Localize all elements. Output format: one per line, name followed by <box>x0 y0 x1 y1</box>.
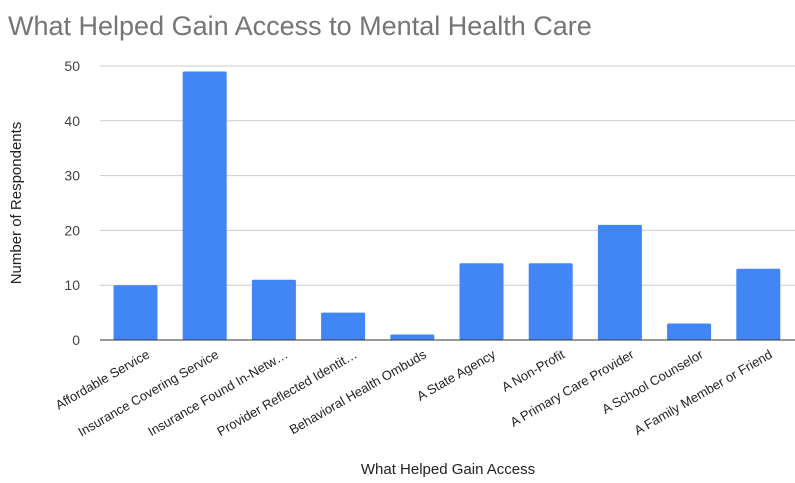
chart-title: What Helped Gain Access to Mental Health… <box>8 11 592 41</box>
y-tick-label: 40 <box>64 113 80 129</box>
bar <box>736 268 781 340</box>
x-axis-title: What Helped Gain Access <box>361 461 535 478</box>
bar <box>667 323 712 340</box>
y-tick-label: 30 <box>64 168 80 184</box>
bar <box>459 263 504 340</box>
y-axis-ticks: 0 10 20 30 40 50 <box>64 58 80 348</box>
bar <box>390 334 435 340</box>
x-category-label: A Primary Care Provider <box>508 346 637 429</box>
bar <box>321 312 366 340</box>
y-tick-label: 20 <box>64 222 80 238</box>
y-tick-label: 50 <box>64 58 80 74</box>
y-axis-title: Number of Respondents <box>8 122 25 285</box>
y-tick-label: 0 <box>72 332 80 348</box>
x-category-label: A State Agency <box>414 346 498 403</box>
y-tick-label: 10 <box>64 277 80 293</box>
bar <box>528 263 573 340</box>
bars <box>113 71 781 340</box>
bar <box>182 71 227 340</box>
bar <box>113 285 158 340</box>
bar <box>597 224 642 340</box>
bar <box>251 279 296 340</box>
